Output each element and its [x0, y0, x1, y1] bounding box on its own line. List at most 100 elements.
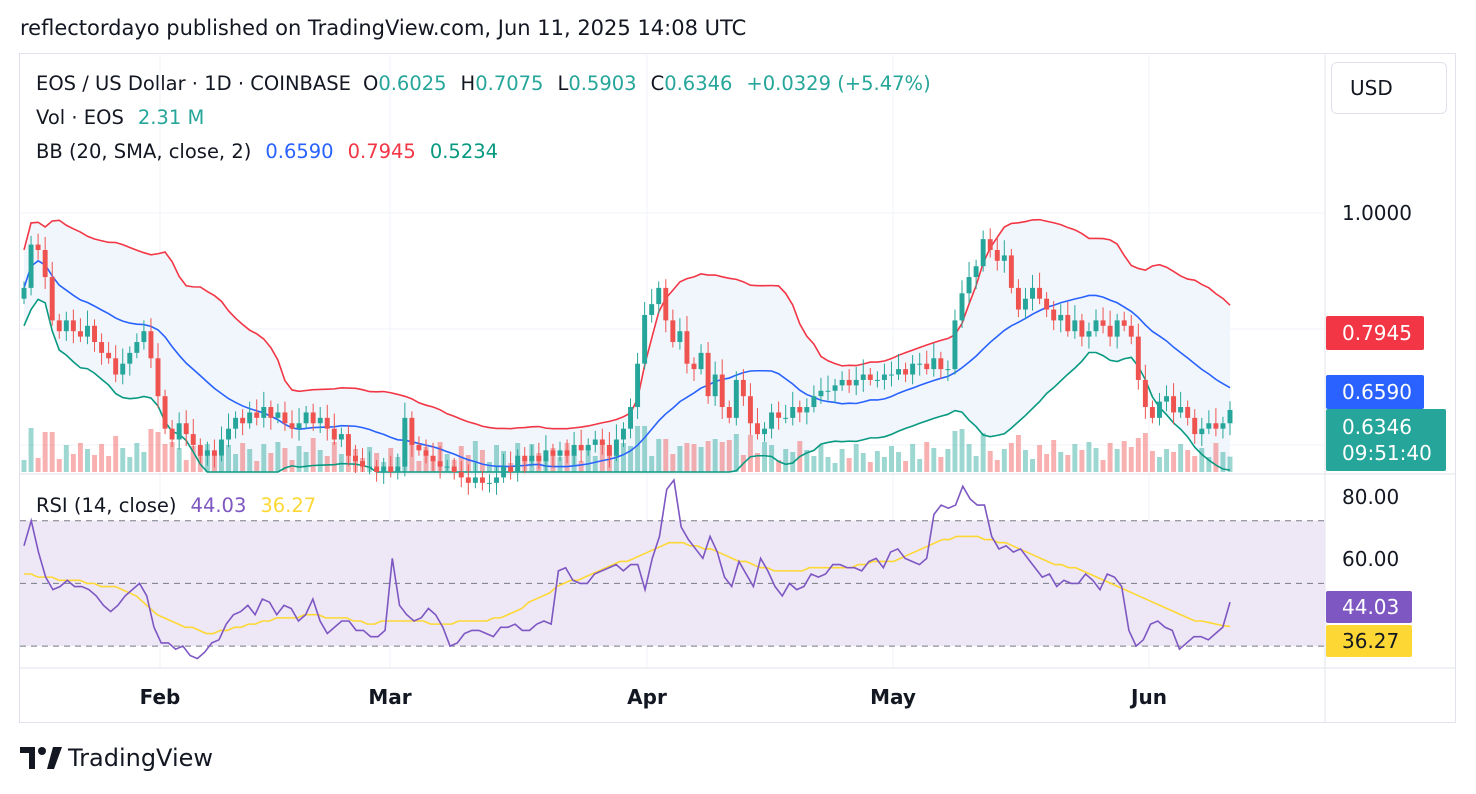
volume-bar [1037, 445, 1043, 472]
candle-body [465, 477, 471, 483]
bb-lower-line [23, 298, 1231, 473]
rsi-ma-value: 36.27 [260, 494, 317, 517]
candle-body [747, 396, 753, 424]
candle-body [585, 444, 591, 451]
volume-bar [867, 462, 873, 472]
candle-body [987, 239, 993, 250]
chart-frame [19, 53, 1456, 723]
candle-body [70, 320, 76, 332]
candle-body [324, 417, 330, 429]
volume-bar [755, 453, 760, 472]
volume-bar [832, 463, 838, 472]
candle-body [367, 466, 373, 468]
volume-bar [324, 456, 330, 472]
candle-body [515, 455, 521, 472]
candle-body [994, 249, 1000, 261]
volume-bar [458, 446, 464, 472]
volume-legend[interactable]: Vol · EOS 2.31 M [36, 106, 210, 129]
volume-bar [557, 457, 563, 472]
price-tick-label: 1.0000 [1342, 201, 1412, 225]
candle-body [92, 325, 97, 343]
symbol-legend[interactable]: EOS / US Dollar · 1D · COINBASE O0.6025 H0… [36, 72, 937, 95]
candle-body [360, 461, 365, 467]
currency-button[interactable]: USD [1331, 62, 1447, 114]
volume-bar [635, 426, 641, 472]
candle-body [1030, 287, 1035, 299]
candle-body [402, 417, 408, 467]
tradingview-brand[interactable]: TradingView [20, 744, 213, 772]
bb-legend[interactable]: BB (20, SMA, close, 2) 0.6590 0.7945 0.5234 [36, 140, 504, 163]
candle-body [543, 450, 549, 462]
time-axis-label-mar: Mar [368, 685, 411, 709]
candle-body [621, 428, 626, 440]
volume-bar [719, 442, 725, 472]
volume-bar [1128, 447, 1134, 472]
volume-bar [56, 459, 62, 472]
rsi-legend[interactable]: RSI (14, close) 44.03 36.27 [36, 494, 322, 517]
volume-bar [1178, 444, 1184, 472]
candle-body [599, 439, 605, 445]
candle-body [120, 363, 126, 375]
candle-body [127, 352, 133, 364]
candle-body [190, 434, 196, 445]
candle-body [1185, 407, 1191, 418]
candle-body [663, 287, 669, 321]
candle-body [867, 374, 873, 380]
candle-body [388, 466, 394, 472]
volume-bar [1086, 442, 1092, 472]
volume-bar [1220, 452, 1226, 472]
bollinger-lines [23, 218, 1231, 473]
candle-body [804, 407, 810, 413]
candle-body [959, 293, 965, 321]
volume-bar [247, 449, 253, 472]
candle-body [42, 249, 48, 278]
candle-body [931, 358, 937, 370]
volume-bar [331, 442, 337, 472]
candle-body [374, 466, 380, 472]
candle-body [684, 331, 690, 364]
candle-body [381, 466, 387, 472]
bb-mid-value: 0.6590 [265, 140, 334, 163]
volume-bar [162, 444, 168, 472]
volume-bar [733, 434, 739, 472]
volume-bar [169, 442, 175, 472]
volume-bar [994, 460, 1000, 472]
candle-body [606, 444, 612, 456]
volume-bar [1157, 457, 1162, 472]
volume-bar [1149, 451, 1155, 472]
candle-body [106, 352, 112, 359]
volume-bar [592, 456, 598, 472]
volume-bar [1171, 452, 1177, 472]
volume-bar [881, 457, 887, 472]
candle-body [592, 439, 598, 445]
candle-body [613, 439, 619, 456]
volume-bar [1135, 438, 1141, 472]
volume-bar [649, 456, 655, 472]
candle-body [698, 352, 704, 370]
volume-bar [42, 432, 48, 472]
candle-body [670, 320, 676, 343]
candle-body [1149, 407, 1155, 418]
volume-bar [317, 450, 323, 472]
candle-body [578, 444, 584, 451]
candle-body [409, 417, 415, 445]
candle-body [310, 412, 316, 424]
candle-body [881, 374, 887, 380]
candle-body [508, 466, 514, 472]
candle-body [169, 428, 175, 440]
candle-body [853, 379, 859, 386]
volume-bar [261, 444, 267, 472]
candle-body [211, 450, 217, 456]
high-value: 0.7075 [475, 72, 544, 95]
candle-body [776, 412, 782, 418]
volume-bar [726, 440, 732, 472]
candle-body [635, 363, 641, 408]
volume-bar [70, 454, 76, 472]
candle-body [740, 379, 746, 397]
volume-bar [1206, 457, 1212, 472]
volume-bar [148, 429, 154, 472]
volume-bar [613, 454, 619, 472]
volume-bar [585, 447, 591, 472]
bb-fill-area [24, 219, 1230, 472]
